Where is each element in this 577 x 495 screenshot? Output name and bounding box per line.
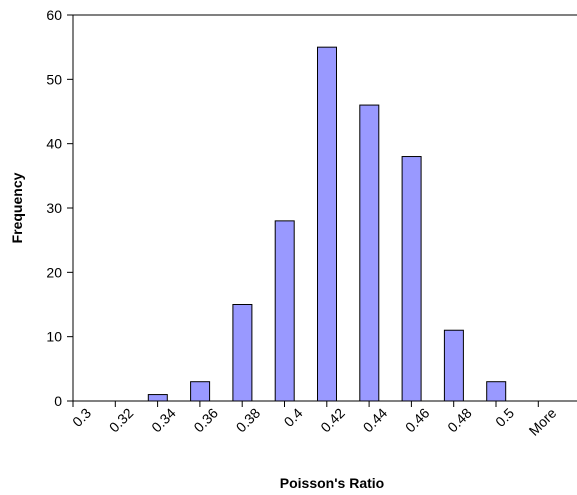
bar-0.34: [190, 381, 211, 402]
x-tick-label-2: 0.34: [148, 405, 179, 436]
bar-0.38: [274, 220, 295, 402]
y-tick-label-2: 20: [46, 264, 62, 280]
x-tick-label-4: 0.38: [233, 405, 264, 436]
bar-0.32: [147, 394, 168, 402]
y-tick-label-5: 50: [46, 71, 62, 87]
bar-0.36: [232, 304, 253, 402]
x-tick-label-8: 0.46: [402, 405, 433, 436]
x-tick-label-6: 0.42: [317, 405, 348, 436]
bar-0.48: [486, 381, 507, 402]
x-tick-label-9: 0.48: [444, 405, 475, 436]
y-tick-label-1: 10: [46, 329, 62, 345]
bar-0.42: [359, 104, 380, 402]
x-ticks-group: 0.3 0.32 0.34 0.36 0.38 0.4 0.42 0.44 0.46 0.48 0.…: [69, 401, 560, 439]
x-tick-label-5: 0.4: [281, 405, 306, 430]
y-tick-label-4: 40: [46, 136, 62, 152]
x-tick-label-3: 0.36: [190, 405, 221, 436]
bar-0.44: [401, 156, 422, 402]
x-tick-label-1: 0.32: [106, 405, 137, 436]
bar-0.46: [443, 329, 464, 402]
x-axis-title: Poisson's Ratio: [280, 475, 384, 491]
y-tick-label-0: 0: [54, 393, 62, 409]
y-ticks-group: 0 10 20 30 40 50 60: [46, 7, 73, 409]
x-tick-label-10: 0.5: [492, 405, 517, 430]
x-tick-label-0: 0.3: [69, 405, 94, 430]
x-tick-label-11: More: [526, 405, 560, 439]
y-tick-label-3: 30: [46, 200, 62, 216]
bars-group: [147, 46, 507, 402]
y-axis-title: Frequency: [9, 172, 25, 243]
bar-0.4: [317, 46, 337, 402]
x-tick-label-7: 0.44: [360, 405, 391, 436]
y-tick-label-6: 60: [46, 7, 62, 23]
